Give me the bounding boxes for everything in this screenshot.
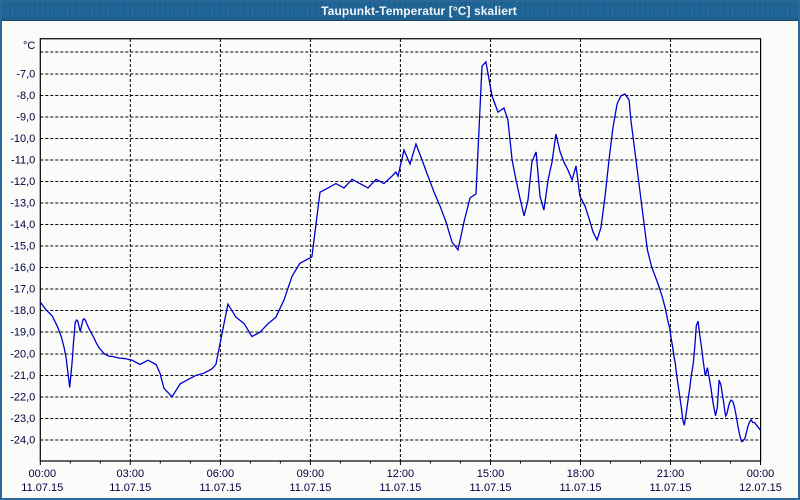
svg-text:00:00: 00:00 xyxy=(29,468,57,480)
svg-text:-17,0: -17,0 xyxy=(10,284,35,296)
svg-text:15:00: 15:00 xyxy=(477,468,505,480)
svg-text:11.07.15: 11.07.15 xyxy=(21,482,63,494)
svg-text:-8,0: -8,0 xyxy=(16,90,35,102)
svg-text:-19,0: -19,0 xyxy=(10,327,35,339)
svg-text:03:00: 03:00 xyxy=(117,468,145,480)
svg-text:-18,0: -18,0 xyxy=(10,305,35,317)
svg-text:11.07.15: 11.07.15 xyxy=(469,482,511,494)
svg-text:-7,0: -7,0 xyxy=(16,68,35,80)
svg-text:-11,0: -11,0 xyxy=(11,154,35,166)
svg-text:°C: °C xyxy=(23,40,35,52)
svg-text:11.07.15: 11.07.15 xyxy=(199,482,241,494)
svg-text:-9,0: -9,0 xyxy=(16,111,35,123)
svg-text:-24,0: -24,0 xyxy=(10,434,35,446)
svg-text:18:00: 18:00 xyxy=(567,468,595,480)
svg-text:00:00: 00:00 xyxy=(747,468,775,480)
svg-text:-13,0: -13,0 xyxy=(10,197,35,209)
svg-text:-12,0: -12,0 xyxy=(10,176,35,188)
svg-text:21:00: 21:00 xyxy=(657,468,685,480)
svg-text:-15,0: -15,0 xyxy=(10,241,35,253)
svg-text:11.07.15: 11.07.15 xyxy=(379,482,421,494)
svg-text:11.07.15: 11.07.15 xyxy=(559,482,601,494)
svg-text:-21,0: -21,0 xyxy=(10,370,35,382)
svg-text:12.07.15: 12.07.15 xyxy=(739,482,782,494)
svg-text:11.07.15: 11.07.15 xyxy=(649,482,691,494)
svg-text:06:00: 06:00 xyxy=(207,468,235,480)
svg-text:-23,0: -23,0 xyxy=(10,413,35,425)
svg-text:-10,0: -10,0 xyxy=(10,133,35,145)
svg-text:11.07.15: 11.07.15 xyxy=(109,482,151,494)
svg-text:-22,0: -22,0 xyxy=(10,391,35,403)
svg-text:12:00: 12:00 xyxy=(387,468,415,480)
svg-text:-16,0: -16,0 xyxy=(10,262,35,274)
svg-text:-14,0: -14,0 xyxy=(10,219,35,231)
svg-text:09:00: 09:00 xyxy=(297,468,325,480)
svg-text:-20,0: -20,0 xyxy=(10,348,35,360)
svg-text:11.07.15: 11.07.15 xyxy=(289,482,331,494)
